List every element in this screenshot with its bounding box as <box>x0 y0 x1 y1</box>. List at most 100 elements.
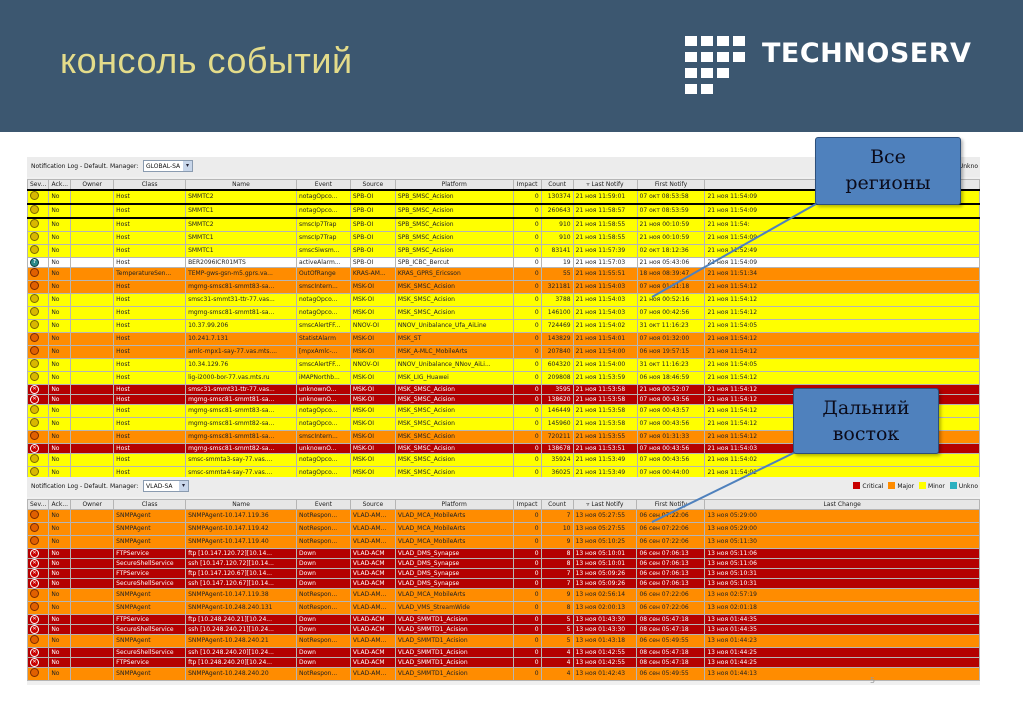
cell-name: SNMPAgent-10.147.119.40 <box>185 535 297 549</box>
cell-src: VLAD-AM... <box>349 535 396 549</box>
cell-cls: Host <box>113 280 187 294</box>
table-row[interactable]: No SNMPAgent SNMPAgent-10.147.119.42 NotRes… <box>26 522 980 536</box>
cell-event: notagOpco... <box>295 417 351 431</box>
cell-src: VLAD-AM... <box>349 601 396 615</box>
cell-cls: Host <box>113 453 187 467</box>
cell-plat: MSK_SMSC_Acision <box>394 280 514 294</box>
cell-cnt: 9 <box>540 588 574 602</box>
cell-last: 21 ноя 11:54:00 <box>572 358 638 372</box>
table-row[interactable]: No Host mgmg-smsc81-smmt83-sa... smscIntern… <box>26 280 980 294</box>
table-header: Sev... Ack... Owner Class Name Event Source Pla… <box>26 499 980 510</box>
table-row[interactable]: No Host SMMTC2 smscIp7Trap SPB-OI SPB_SMSC_Ac… <box>26 217 980 232</box>
cell-plat: MSK_LIG_Huawei <box>394 371 514 385</box>
cell-first: 06 сен 07:22:06 <box>636 522 706 536</box>
severity-cell <box>26 217 50 232</box>
table-row[interactable]: No Host amlc-mpx1-say-77.vas.mts.... [mpxAm… <box>26 345 980 359</box>
cell-name: mgmg-smsc81-smmt82-sa... <box>185 417 297 431</box>
major-severity-icon <box>30 523 39 532</box>
chevron-down-icon[interactable]: ▾ <box>183 161 192 171</box>
cell-imp: 0 <box>512 430 542 444</box>
table-row[interactable]: No Host mgmg-smsc81-smmt81-sa... notagOpco.… <box>26 306 980 320</box>
cell-imp: 0 <box>512 244 542 258</box>
cell-cls: SNMPAgent <box>113 535 187 549</box>
chevron-down-icon[interactable]: ▾ <box>179 481 188 491</box>
callout-line: Дальний <box>822 397 910 419</box>
severity-cell <box>26 535 50 549</box>
table-row[interactable]: ✕ No SecureShellService ssh [10.147.120.67]… <box>26 578 980 589</box>
cell-event: smscIntern... <box>295 280 351 294</box>
major-severity-icon <box>30 268 39 277</box>
cell-imp: 0 <box>512 280 542 294</box>
cell-cnt: 321181 <box>540 280 574 294</box>
cell-last: 13 ноя 05:27:55 <box>572 522 638 536</box>
cell-last: 21 ноя 11:57:39 <box>572 244 638 258</box>
table-row[interactable]: No Host smsc31-smmt31-ttr-77.vas... notagOp… <box>26 293 980 307</box>
table-row[interactable]: ✕ No FTPService ftp [10.248.240.20][10.24..… <box>26 657 980 668</box>
cell-cnt: 4 <box>540 667 574 681</box>
cell-ack: No <box>48 404 72 418</box>
legend-label: Unkno <box>958 483 978 490</box>
cell-src: MSK-OI <box>349 345 396 359</box>
table-row[interactable]: ✕ No SecureShellService ssh [10.147.120.72]… <box>26 558 980 569</box>
major-severity-icon <box>30 589 39 598</box>
table-row[interactable]: No SNMPAgent SNMPAgent-10.147.119.40 NotRes… <box>26 535 980 549</box>
cell-imp: 0 <box>512 217 542 232</box>
cell-event: NotRespon... <box>295 522 351 536</box>
cell-plat: SPB_SMSC_Acision <box>394 203 514 219</box>
cell-ack: No <box>48 319 72 333</box>
manager-label: Manager: <box>110 163 139 170</box>
table-row[interactable]: No SNMPAgent SNMPAgent-10.248.240.20 NotRes… <box>26 667 980 681</box>
table-row[interactable]: ✕ No SecureShellService ssh [10.248.240.20]… <box>26 647 980 658</box>
cell-imp: 0 <box>512 634 542 648</box>
cell-imp: 0 <box>512 189 542 205</box>
table-row[interactable]: ✕ No FTPService ftp [10.248.240.21][10.24..… <box>26 614 980 625</box>
minor-severity-icon <box>30 307 39 316</box>
critical-severity-icon: ✕ <box>30 615 39 624</box>
legend-swatch <box>888 482 896 489</box>
table-row[interactable]: No Host 10.34.129.76 smscAlertFF... NNOV-OI N… <box>26 358 980 372</box>
table-row[interactable]: No SNMPAgent SNMPAgent-10.147.119.38 NotRes… <box>26 588 980 602</box>
cell-chg: 21 ноя 11:54:05 <box>704 358 980 372</box>
manager-select[interactable]: GLOBAL-SA ▾ <box>143 160 193 172</box>
table-row[interactable]: No Host 10.37.99.206 smscAlertFF... NNOV-OI N… <box>26 319 980 333</box>
table-row[interactable]: No SNMPAgent SNMPAgent-10.147.119.36 NotRes… <box>26 509 980 523</box>
cell-first: 07 ноя 00:42:56 <box>636 306 706 320</box>
table-row[interactable]: No Host SMMTC1 smscSiwsm... SPB-OI SPB_SMSC_A… <box>26 244 980 258</box>
cell-src: VLAD-AM... <box>349 509 396 523</box>
severity-cell <box>26 189 50 205</box>
severity-cell <box>26 244 50 258</box>
callout-line: восток <box>832 423 900 445</box>
sort-desc-icon[interactable]: ▿ <box>586 500 592 508</box>
cell-last: 21 ноя 11:53:58 <box>572 404 638 418</box>
table-row[interactable]: No TemperatureSen... TEMP-gws-gsn-m5.gprs.… <box>26 267 980 281</box>
cell-event: smscAlertFF... <box>295 358 351 372</box>
events-table: Sev... Ack... Owner Class Name Event Source Pla… <box>26 499 980 681</box>
callout-arrow-far-east <box>651 443 813 523</box>
cell-name: 10.241.7.131 <box>185 332 297 346</box>
cell-owner <box>70 267 115 281</box>
cell-cls: Host <box>113 306 187 320</box>
critical-severity-icon: ✕ <box>30 658 39 667</box>
table-body: No SNMPAgent SNMPAgent-10.147.119.36 NotRes… <box>26 509 980 681</box>
major-severity-icon <box>30 281 39 290</box>
cell-chg: 13 ноя 05:29:00 <box>704 509 980 523</box>
cell-chg: 13 ноя 05:11:30 <box>704 535 980 549</box>
cell-cnt: 83141 <box>540 244 574 258</box>
table-row[interactable]: No SNMPAgent SNMPAgent-10.248.240.21 NotRes… <box>26 634 980 648</box>
cell-plat: MSK_SMSC_Acision <box>394 417 514 431</box>
cell-cls: SNMPAgent <box>113 634 187 648</box>
table-row[interactable]: No Host SMMTC1 notagOpco... SPB-OI SPB_SMSC_A… <box>26 203 980 219</box>
cell-plat: VLAD_VMS_StreamWide <box>394 601 514 615</box>
cell-cls: Host <box>113 345 187 359</box>
cell-last: 21 ноя 11:58:57 <box>572 203 638 219</box>
cell-chg: 13 ноя 02:01:18 <box>704 601 980 615</box>
sort-desc-icon[interactable]: ▿ <box>586 180 592 188</box>
critical-severity-icon: ✕ <box>30 549 39 558</box>
major-severity-icon <box>30 635 39 644</box>
cell-name: SMMTC1 <box>185 244 297 258</box>
manager-select[interactable]: VLAD-SA ▾ <box>143 480 189 492</box>
cell-owner <box>70 345 115 359</box>
table-row[interactable]: No SNMPAgent SNMPAgent-10.248.240.131 NotRe… <box>26 601 980 615</box>
minor-severity-icon <box>30 320 39 329</box>
cell-plat: SPB_SMSC_Acision <box>394 217 514 232</box>
